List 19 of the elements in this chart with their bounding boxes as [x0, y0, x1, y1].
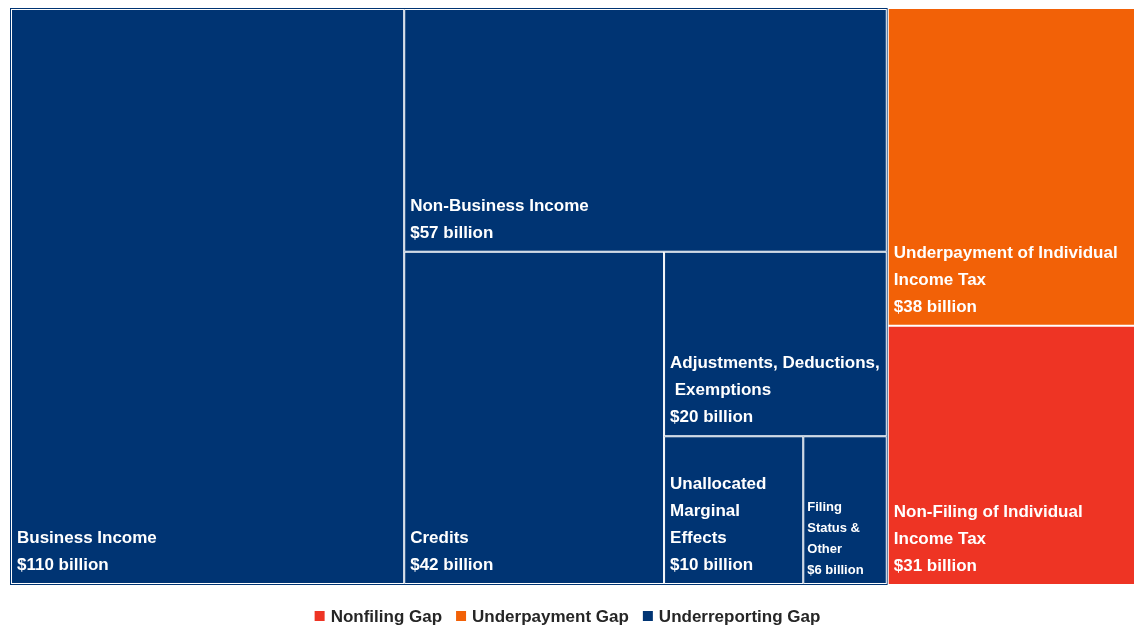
data-label: $42 billion [410, 555, 494, 574]
category-label: Business Income [17, 528, 157, 547]
legend-label: Underreporting Gap [658, 606, 821, 626]
data-label: $6 billion [807, 562, 864, 577]
category-label: Non-Business Income [410, 195, 589, 215]
data-label: $20 billion [670, 407, 754, 427]
category-label: Filing Status & Other [807, 499, 864, 556]
category-label: Non-Filing of Individual Income Tax [893, 502, 1088, 548]
category-label: Credits [410, 528, 469, 547]
data-label: $110 billion [17, 555, 109, 574]
category-label: Unallocated Marginal Effects [670, 474, 772, 547]
data-label: $10 billion [670, 555, 754, 574]
data-label: $38 billion [893, 296, 977, 316]
legend-label: Underpayment Gap [472, 606, 629, 626]
data-label: $57 billion [410, 222, 494, 242]
data-label: $31 billion [893, 556, 977, 575]
legend-label: Nonfiling Gap [330, 606, 443, 626]
category-label: Underpayment of Individual Income Tax [893, 242, 1123, 289]
category-label: Adjustments, Deductions, Exemptions [670, 353, 880, 400]
